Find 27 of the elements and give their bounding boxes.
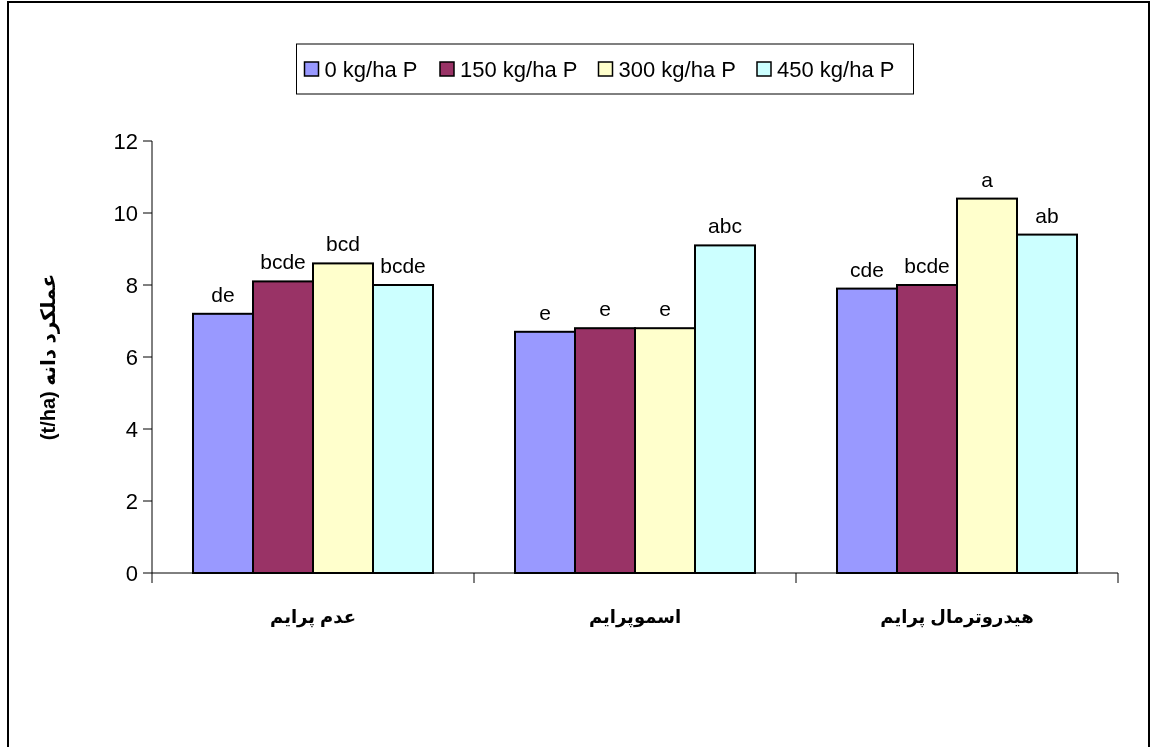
data-label: bcde — [260, 250, 306, 274]
y-tick-label: 4 — [125, 417, 138, 442]
data-label: a — [981, 167, 994, 191]
data-label: e — [539, 300, 551, 324]
data-label: e — [599, 297, 611, 321]
legend-label: 300 kg/ha P — [618, 57, 736, 82]
x-tick-label: اسموپرایم — [588, 607, 682, 628]
y-tick-label: 8 — [125, 273, 138, 298]
x-tick-label: عدم پرایم — [270, 607, 356, 628]
legend-label: 150 kg/ha P — [460, 57, 578, 82]
data-label: bcd — [326, 232, 360, 256]
data-label: e — [659, 297, 671, 321]
y-tick-label: 10 — [113, 201, 138, 226]
data-label: de — [211, 282, 235, 306]
data-label: cde — [850, 257, 884, 281]
data-label: bcde — [904, 254, 950, 277]
y-tick-label: 0 — [125, 561, 138, 586]
legend-label: 450 kg/ha P — [777, 57, 895, 82]
y-tick-label: 6 — [125, 345, 138, 370]
x-tick-label: هیدروترمال پرایم — [880, 607, 1034, 628]
legend-label: 0 kg/ha P — [324, 57, 418, 82]
y-axis-title: عملکرد دانه (t/ha) — [37, 273, 60, 441]
y-tick-label: 12 — [113, 129, 138, 154]
y-tick-label: 2 — [125, 489, 138, 514]
data-label: ab — [1035, 203, 1059, 227]
data-label: abc — [708, 214, 742, 238]
data-label: bcde — [380, 254, 426, 277]
